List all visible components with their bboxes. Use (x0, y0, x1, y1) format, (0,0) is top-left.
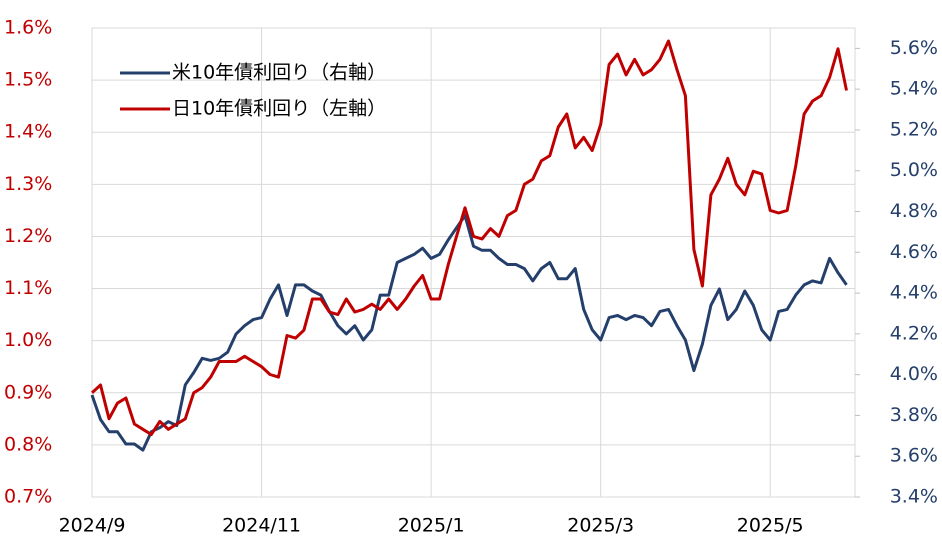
x-tick-label: 2024/11 (222, 515, 301, 537)
y2-tick-label: 5.2% (890, 118, 938, 140)
y2-tick-label: 3.4% (890, 486, 938, 508)
y2-tick-label: 5.4% (890, 78, 938, 100)
y-tick-label: 1.2% (4, 225, 52, 247)
y-tick-label: 0.8% (4, 433, 52, 455)
y2-tick-label: 4.4% (890, 282, 938, 304)
y-tick-label: 1.0% (4, 329, 52, 351)
y2-tick-label: 5.6% (890, 37, 938, 59)
legend-label: 日10年債利回り（左軸） (172, 98, 386, 120)
legend-label: 米10年債利回り（右軸） (172, 62, 386, 84)
x-tick-label: 2024/9 (59, 515, 126, 537)
y2-tick-label: 4.8% (890, 200, 938, 222)
y-tick-label: 1.3% (4, 173, 52, 195)
y-tick-label: 0.7% (4, 486, 52, 508)
series-line (90, 214, 848, 452)
y2-tick-label: 4.0% (890, 363, 938, 385)
y2-tick-label: 3.8% (890, 404, 938, 426)
x-tick-label: 2025/5 (737, 515, 804, 537)
y2-tick-label: 5.0% (890, 159, 938, 181)
y-tick-label: 0.9% (4, 381, 52, 403)
y2-tick-label: 4.2% (890, 322, 938, 344)
series-line (90, 39, 848, 436)
y-tick-label: 1.5% (4, 69, 52, 91)
y-tick-label: 1.1% (4, 277, 52, 299)
x-tick-label: 2025/3 (567, 515, 634, 537)
x-tick-label: 2025/1 (398, 515, 465, 537)
y-tick-label: 1.4% (4, 121, 52, 143)
y-tick-label: 1.6% (4, 17, 52, 39)
y2-tick-label: 3.6% (890, 445, 938, 467)
y2-tick-label: 4.6% (890, 241, 938, 263)
